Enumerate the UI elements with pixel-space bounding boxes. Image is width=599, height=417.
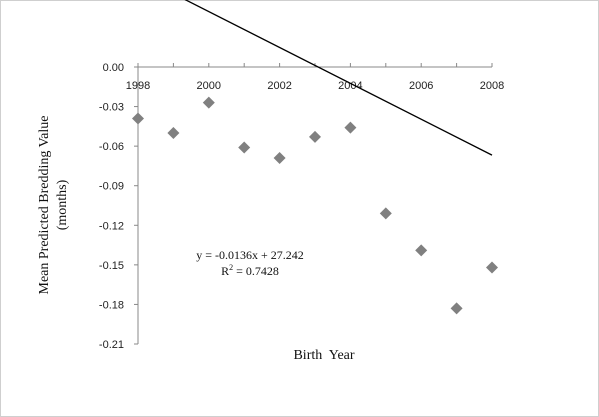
x-ticks: 1998 2000 2002 2004 2006 2008	[126, 63, 504, 92]
data-point	[132, 112, 144, 125]
data-point	[344, 121, 357, 134]
r-squared-value: = 0.7428	[233, 264, 279, 278]
x-tick-label: 1998	[126, 80, 150, 92]
y-axis-label-units: (months)	[55, 179, 70, 230]
r-squared-sup: 2	[229, 263, 233, 272]
data-point	[309, 130, 321, 143]
x-tick-label: 2008	[480, 80, 504, 92]
y-tick-label: -0.03	[99, 102, 124, 114]
y-tick-label: -0.12	[99, 220, 124, 232]
data-point	[238, 141, 251, 154]
data-point	[202, 96, 215, 109]
data-point	[486, 261, 498, 274]
y-tick-label: -0.18	[99, 299, 124, 311]
r-squared-label: R2 = 0.7428	[221, 263, 279, 278]
y-tick-label: 0.00	[103, 62, 124, 74]
data-point	[379, 207, 392, 220]
y-tick-label: -0.15	[99, 260, 124, 272]
axes	[137, 66, 492, 344]
y-tick-label: -0.06	[99, 141, 124, 153]
x-tick-label: 2004	[338, 80, 362, 92]
x-tick-label: 2006	[409, 80, 433, 92]
data-point	[167, 126, 180, 139]
trend-line	[184, 0, 493, 156]
y-ticks: 0.00 -0.03 -0.06 -0.09 -0.12 -0.15 -0.18 -0.21	[99, 62, 138, 351]
r-squared-r: R	[221, 264, 229, 278]
y-tick-label: -0.21	[99, 339, 124, 351]
y-axis-label: Mean Predicted Bredding Value	[37, 116, 52, 295]
y-tick-label: -0.09	[99, 181, 124, 193]
x-tick-label: 2002	[267, 80, 291, 92]
data-point	[450, 302, 463, 315]
trend-equation: y = -0.0136x + 27.242	[196, 248, 304, 262]
data-point	[273, 152, 286, 165]
x-tick-label: 2000	[197, 80, 221, 92]
data-point	[415, 244, 428, 257]
x-axis-label: Birth Year	[293, 348, 354, 363]
data-points	[132, 96, 498, 315]
